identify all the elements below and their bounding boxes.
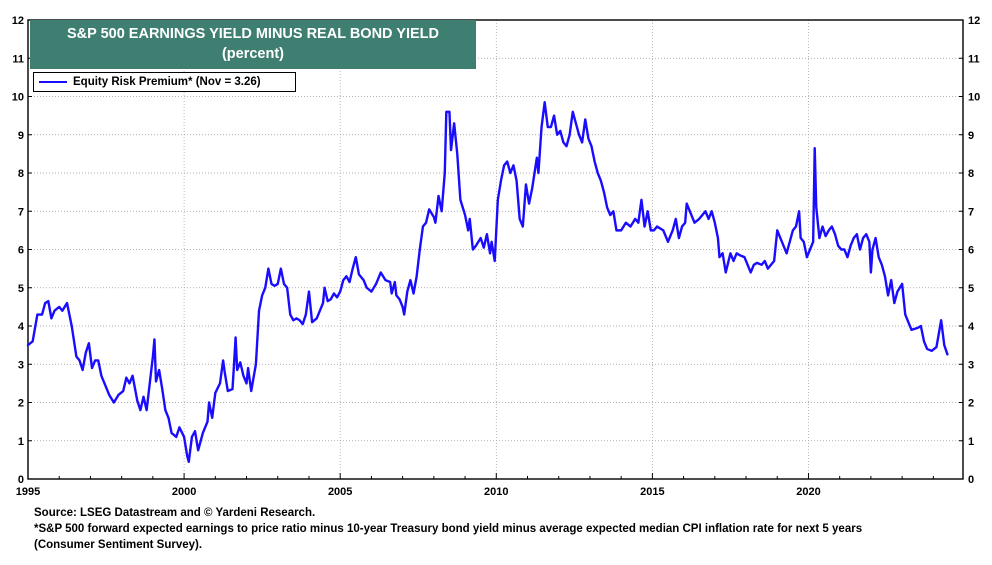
legend-swatch: [39, 80, 67, 84]
x-tick-label: 2015: [640, 486, 664, 498]
y-tick-label-right: 4: [968, 321, 975, 333]
chart-title: S&P 500 EARNINGS YIELD MINUS REAL BOND Y…: [67, 26, 439, 42]
x-tick-label: 2000: [172, 486, 196, 498]
y-tick-label-right: 9: [968, 130, 974, 142]
y-tick-label-left: 5: [18, 283, 24, 295]
chart-title-box: S&P 500 EARNINGS YIELD MINUS REAL BOND Y…: [30, 20, 476, 69]
y-tick-label-left: 10: [12, 92, 24, 104]
y-tick-label-right: 8: [968, 168, 974, 180]
y-tick-label-left: 1: [18, 436, 24, 448]
chart-notes: Source: LSEG Datastream and © Yardeni Re…: [34, 505, 984, 553]
series-line-equity-risk-premium: [26, 101, 949, 463]
plot-frame: [27, 19, 964, 480]
y-tick-label-right: 7: [968, 206, 974, 218]
source-note: Source: LSEG Datastream and © Yardeni Re…: [34, 507, 316, 519]
x-tick-label: 2005: [328, 486, 352, 498]
y-tick-label-right: 11: [968, 53, 980, 65]
x-tick-label: 2020: [796, 486, 820, 498]
legend: Equity Risk Premium* (Nov = 3.26): [33, 72, 296, 92]
y-tick-label-right: 12: [968, 15, 980, 27]
y-tick-label-right: 2: [968, 398, 974, 410]
y-tick-label-left: 4: [18, 321, 25, 333]
chart-subtitle: (percent): [221, 46, 285, 62]
y-tick-label-left: 0: [18, 474, 24, 486]
x-tick-label: 1995: [16, 486, 40, 498]
y-tick-label-right: 1: [968, 436, 974, 448]
footnote-line-2: (Consumer Sentiment Survey).: [34, 539, 203, 551]
y-tick-label-right: 10: [968, 92, 980, 104]
footnote-line-1: *S&P 500 forward expected earnings to pr…: [34, 523, 863, 535]
y-tick-label-left: 9: [18, 130, 24, 142]
y-tick-label-right: 6: [968, 245, 974, 257]
y-tick-label-left: 2: [18, 398, 24, 410]
y-tick-label-left: 8: [18, 168, 24, 180]
y-tick-label-left: 6: [18, 245, 24, 257]
y-tick-label-left: 7: [18, 206, 24, 218]
y-tick-label-left: 11: [12, 53, 24, 65]
y-tick-label-right: 0: [968, 474, 974, 486]
y-tick-label-left: 3: [18, 359, 24, 371]
y-tick-label-left: 12: [12, 15, 24, 27]
y-tick-label-right: 5: [968, 283, 974, 295]
y-tick-label-right: 3: [968, 359, 974, 371]
x-tick-label: 2010: [484, 486, 508, 498]
legend-label: Equity Risk Premium* (Nov = 3.26): [73, 76, 261, 88]
